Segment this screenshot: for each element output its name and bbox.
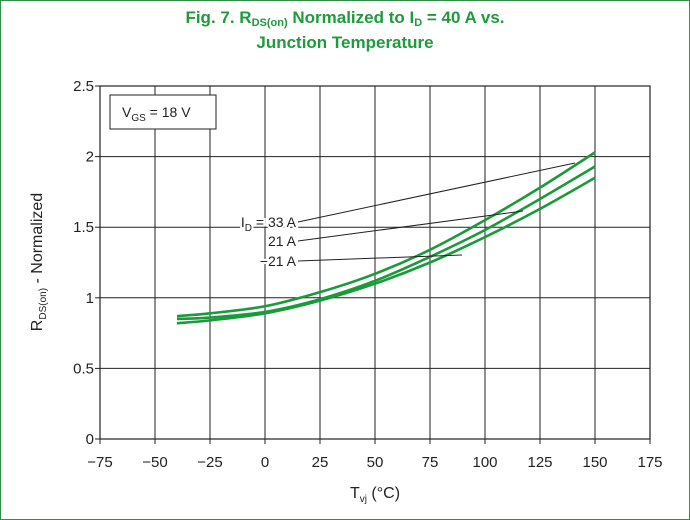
series-line-0 [176, 151, 596, 318]
chart-title: Fig. 7. RDS(on) Normalized to ID = 40 A … [0, 8, 690, 53]
series-leader-2 [297, 254, 463, 262]
series-label-0: ID = 33 A [241, 214, 297, 234]
series-leader-0 [297, 162, 576, 223]
y-tick-label: 2.5 [73, 78, 94, 95]
series-line-1 [176, 165, 596, 321]
series-label-1: 21 A [268, 233, 297, 249]
vgs-box [109, 94, 217, 130]
y-axis-label: RDS(on) - Normalized [29, 193, 49, 331]
x-tick-label: 75 [422, 454, 439, 471]
y-tick-label: 2 [86, 149, 94, 166]
series-line-2 [176, 176, 596, 325]
x-tick-label: 100 [472, 454, 497, 471]
y-tick-label: 1.5 [73, 219, 94, 236]
x-tick-label: 150 [582, 454, 607, 471]
chart-title-line1: Fig. 7. RDS(on) Normalized to ID = 40 A … [185, 8, 505, 29]
x-tick-label: 50 [367, 454, 384, 471]
x-axis-label: Tvj (°C) [350, 485, 400, 505]
vgs-label: VGS = 18 V [122, 104, 191, 124]
y-tick-label: 0.5 [73, 360, 94, 377]
y-tick-label: 0 [86, 431, 94, 448]
series-leader-1 [297, 210, 524, 242]
x-tick-label: 175 [637, 454, 662, 471]
x-tick-label: −75 [87, 454, 112, 471]
x-tick-label: 25 [312, 454, 329, 471]
y-tick-label: 1 [86, 290, 94, 307]
x-tick-label: −50 [142, 454, 167, 471]
x-tick-label: −25 [197, 454, 222, 471]
x-tick-label: 125 [527, 454, 552, 471]
chart-title-line2: Junction Temperature [256, 33, 434, 52]
x-tick-label: 0 [261, 454, 269, 471]
series-label-2: −21 A [260, 253, 297, 269]
